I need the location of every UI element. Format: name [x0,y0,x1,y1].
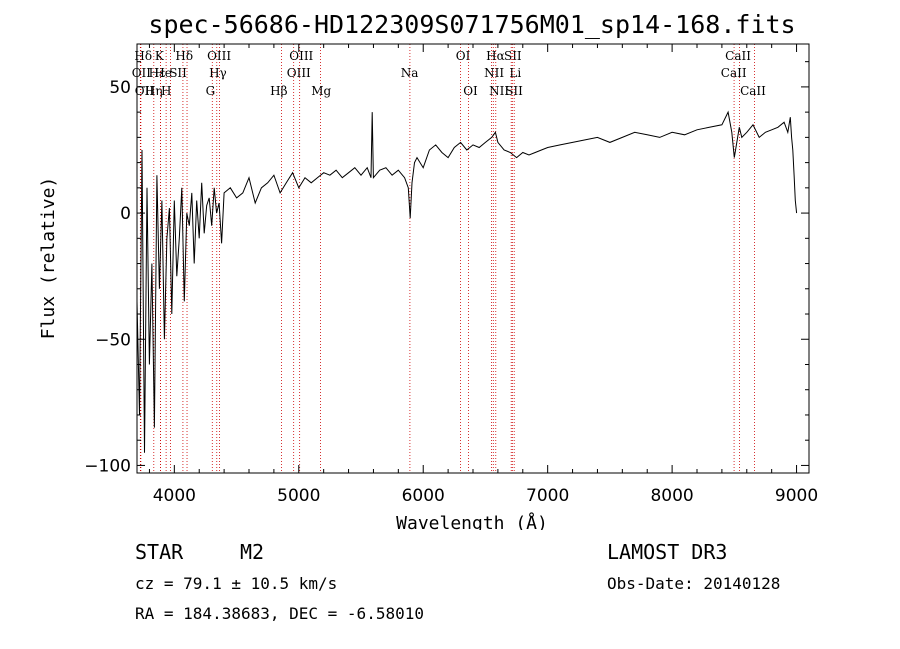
line-label-25: SII [505,84,523,98]
line-label-13: Hβ [270,84,287,98]
redshift-cz: cz = 79.1 ± 10.5 km/s [135,574,338,593]
line-label-9: Hδ [175,49,193,63]
line-label-12: G [206,84,216,98]
spectrum-line [136,110,798,453]
coordinates: RA = 184.38683, DEC = -6.58010 [135,604,424,623]
line-label-24: Li [509,66,521,80]
spectrum-plot: spec-56686-HD122309S071756M01_sp14-168.f… [38,10,818,530]
x-axis-label: Wavelength (Å) [396,512,548,530]
y-tick-label-0: 0 [120,204,131,224]
line-label-5: K [155,49,165,63]
line-label-22: NII [489,84,509,98]
line-label-21: NII [484,66,504,80]
line-label-19: OI [463,84,478,98]
line-label-15: OIII [289,49,313,63]
y-tick-label-50: 50 [109,78,131,98]
y-axis-label: Flux (relative) [38,177,59,340]
axis-ticks: 4000 5000 6000 7000 8000 9000 −100 −50 0 50 [84,44,818,506]
line-label-10: OIII [207,49,231,63]
line-label-7: He [154,66,172,80]
line-label-23: SII [504,49,522,63]
line-label-28: CaII [740,84,766,98]
line-label-17: Na [401,66,419,80]
line-label-8: SII [169,66,187,80]
line-label-16: Mg [311,84,331,98]
line-label-14: OIII [287,66,311,80]
object-class: STAR [135,540,184,564]
line-label-4: Hη [145,84,163,98]
chart-title: spec-56686-HD122309S071756M01_sp14-168.f… [148,10,795,39]
line-label-11: Hγ [209,66,227,80]
line-label-0: Hδ [134,49,152,63]
line-label-27: CaII [721,66,747,80]
line-label-2: OII [135,84,155,98]
y-tick-label--50: −50 [95,330,131,350]
line-label-3: Hε [149,66,166,80]
x-tick-label-7000: 7000 [526,486,569,506]
x-tick-label-4000: 4000 [153,486,196,506]
x-tick-label-5000: 5000 [277,486,320,506]
plot-frame [136,43,810,474]
x-tick-label-9000: 9000 [775,486,818,506]
y-tick-label--100: −100 [84,456,131,476]
survey-name: LAMOST DR3 [607,540,728,564]
x-tick-label-8000: 8000 [650,486,693,506]
obs-date: Obs-Date: 20140128 [607,574,781,593]
line-label-6: H [161,84,171,98]
x-tick-label-6000: 6000 [402,486,445,506]
line-label-26: CaII [725,49,751,63]
object-subclass: M2 [240,540,265,564]
line-label-18: OI [456,49,471,63]
